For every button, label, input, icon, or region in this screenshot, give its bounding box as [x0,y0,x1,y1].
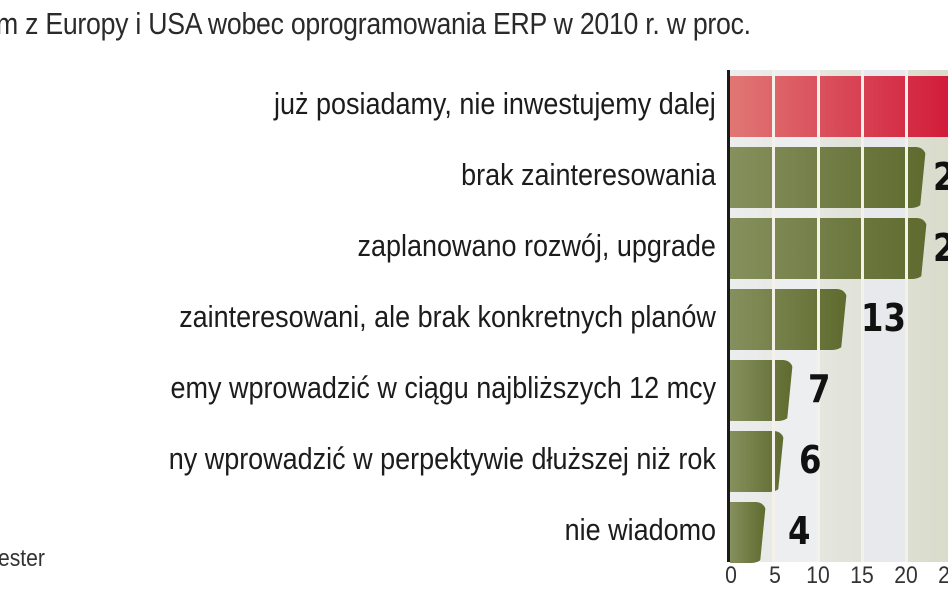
category-label: zainteresowani, ale brak konkretnych pla… [179,299,716,334]
value-label: 2 [933,155,948,199]
source-note: ester [0,545,45,572]
bar [730,289,847,350]
value-label: 7 [808,367,831,411]
category-label: emy wprowadzić w ciągu najbliższych 12 m… [170,370,716,405]
y-axis-line [727,70,730,562]
category-label: nie wiadomo [564,512,716,547]
x-tick: 2 [938,562,948,590]
category-label: brak zainteresowania [461,157,716,192]
x-tick: 5 [769,562,781,589]
x-tick: 10 [806,562,830,589]
bar [730,360,793,421]
x-tick: 15 [850,562,874,589]
bar [730,431,784,492]
bar [730,218,927,279]
bar [730,147,926,208]
gridline [861,70,864,562]
category-label: ny wprowadzić w perpektywie dłuższej niż… [168,441,716,476]
x-tick: 20 [894,562,918,589]
value-label: 13 [861,296,906,340]
bar [730,502,766,563]
category-label: już posiadamy, nie inwestujemy dalej [274,86,716,121]
x-tick: 0 [725,562,737,589]
category-label: zaplanowano rozwój, upgrade [357,228,716,263]
bar-highlighted [730,76,948,137]
gridline [905,70,908,562]
value-label: 6 [799,438,822,482]
value-label: 2 [933,226,948,270]
chart-title: m z Europy i USA wobec oprogramowania ER… [0,6,751,41]
value-label: 4 [788,509,811,553]
